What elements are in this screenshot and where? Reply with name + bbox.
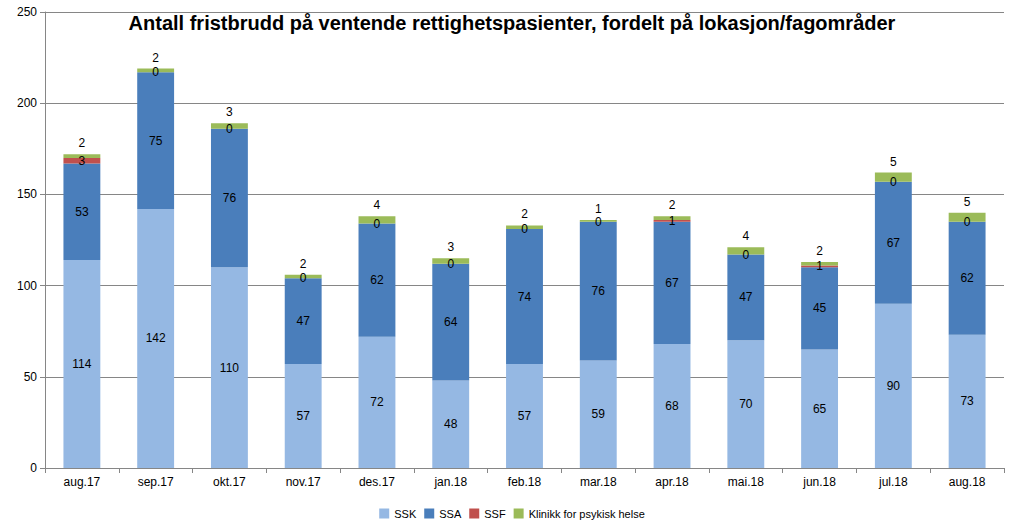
svg-text:mai.18: mai.18 [728, 475, 764, 489]
svg-text:SSF: SSF [484, 508, 506, 520]
svg-text:100: 100 [17, 279, 37, 293]
svg-text:3: 3 [447, 240, 454, 254]
svg-text:57: 57 [297, 409, 311, 423]
svg-text:76: 76 [592, 284, 606, 298]
svg-text:3: 3 [79, 154, 86, 168]
svg-text:73: 73 [960, 394, 974, 408]
svg-text:1: 1 [816, 259, 823, 273]
svg-text:65: 65 [813, 402, 827, 416]
svg-text:2: 2 [521, 207, 528, 221]
svg-text:62: 62 [370, 273, 384, 287]
svg-text:72: 72 [370, 395, 384, 409]
svg-text:68: 68 [665, 399, 679, 413]
svg-text:aug.17: aug.17 [64, 475, 101, 489]
svg-text:0: 0 [226, 122, 233, 136]
svg-text:1: 1 [595, 202, 602, 216]
svg-text:142: 142 [146, 331, 166, 345]
svg-text:47: 47 [739, 290, 753, 304]
svg-text:0: 0 [152, 65, 159, 79]
svg-text:250: 250 [17, 5, 37, 19]
svg-text:Antall fristbrudd på ventende: Antall fristbrudd på ventende rettighets… [129, 12, 896, 34]
svg-text:114: 114 [72, 357, 91, 371]
svg-text:2: 2 [669, 198, 676, 212]
svg-text:45: 45 [813, 301, 827, 315]
svg-text:4: 4 [374, 198, 381, 212]
svg-text:2: 2 [816, 244, 823, 258]
svg-text:200: 200 [17, 96, 37, 110]
svg-text:aug.18: aug.18 [949, 475, 986, 489]
svg-text:47: 47 [297, 314, 311, 328]
svg-text:1: 1 [669, 214, 676, 228]
svg-text:48: 48 [444, 417, 458, 431]
svg-text:5: 5 [890, 155, 897, 169]
svg-text:2: 2 [79, 136, 86, 150]
svg-text:SSA: SSA [439, 508, 462, 520]
svg-text:0: 0 [374, 217, 381, 231]
svg-text:50: 50 [24, 370, 38, 384]
svg-text:67: 67 [887, 236, 901, 250]
svg-text:mar.18: mar.18 [580, 475, 617, 489]
svg-text:2: 2 [300, 257, 307, 271]
svg-text:150: 150 [17, 187, 37, 201]
svg-text:57: 57 [518, 409, 532, 423]
svg-text:jul.18: jul.18 [878, 475, 908, 489]
svg-text:67: 67 [665, 276, 679, 290]
svg-text:jan.18: jan.18 [433, 475, 467, 489]
svg-text:0: 0 [521, 222, 528, 236]
svg-text:0: 0 [890, 175, 897, 189]
svg-text:des.17: des.17 [359, 475, 395, 489]
svg-text:0: 0 [595, 215, 602, 229]
svg-text:Klinikk for psykisk helse: Klinikk for psykisk helse [529, 508, 645, 520]
svg-text:5: 5 [964, 195, 971, 209]
svg-text:sep.17: sep.17 [138, 475, 174, 489]
svg-text:0: 0 [742, 248, 749, 262]
svg-text:okt.17: okt.17 [213, 475, 246, 489]
svg-text:nov.17: nov.17 [286, 475, 321, 489]
svg-text:0: 0 [447, 257, 454, 271]
svg-text:0: 0 [964, 215, 971, 229]
svg-text:2: 2 [152, 51, 159, 65]
svg-text:0: 0 [300, 271, 307, 285]
svg-text:76: 76 [223, 191, 237, 205]
svg-text:jun.18: jun.18 [802, 475, 836, 489]
svg-text:74: 74 [518, 290, 532, 304]
svg-text:110: 110 [220, 361, 239, 375]
svg-text:4: 4 [742, 229, 749, 243]
svg-text:62: 62 [960, 271, 974, 285]
svg-text:75: 75 [149, 134, 163, 148]
svg-text:0: 0 [30, 461, 37, 475]
svg-text:apr.18: apr.18 [655, 475, 689, 489]
svg-text:64: 64 [444, 315, 458, 329]
svg-text:53: 53 [75, 205, 89, 219]
svg-text:3: 3 [226, 105, 233, 119]
svg-text:feb.18: feb.18 [508, 475, 542, 489]
svg-text:70: 70 [739, 397, 753, 411]
svg-text:59: 59 [592, 407, 606, 421]
svg-text:90: 90 [887, 379, 901, 393]
svg-text:SSK: SSK [394, 508, 417, 520]
